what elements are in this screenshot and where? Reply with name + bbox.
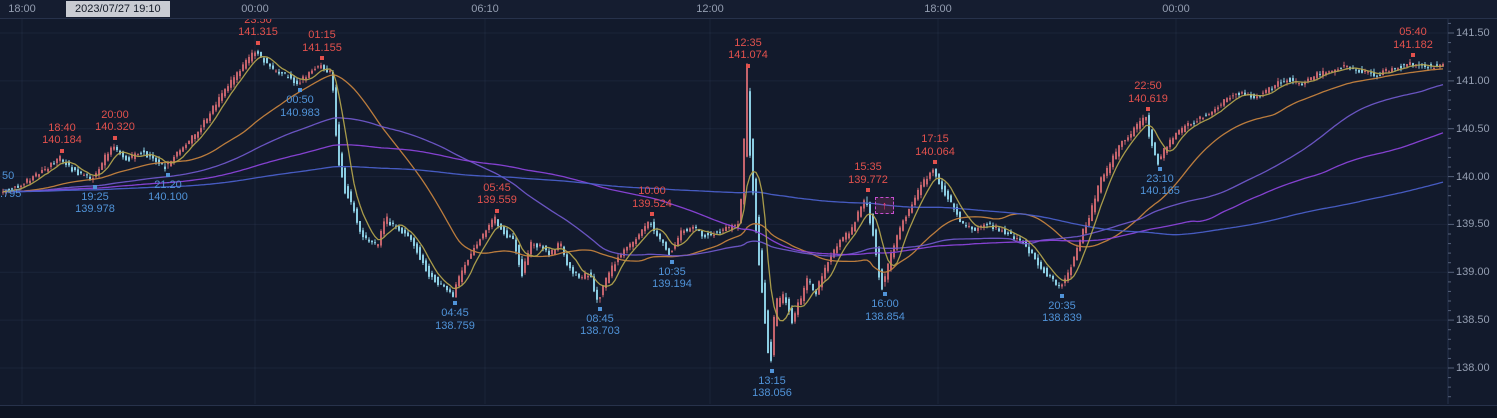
- ma-line-90: [3, 83, 1444, 257]
- buy-arrow-icon: ↑: [881, 199, 888, 212]
- ma-line-7: [2, 55, 1444, 322]
- timestamp-cursor-label: 2023/07/27 19:10: [66, 1, 170, 17]
- moving-average-layer: [2, 55, 1444, 322]
- time-axis-tick: 18:00: [924, 3, 952, 15]
- time-axis-tick: 12:00: [696, 3, 724, 15]
- order-entry-marker[interactable]: ↑: [875, 197, 894, 214]
- candles-layer: [2, 49, 1444, 363]
- time-axis[interactable]: 2023/07/27 19:10 18:00 00:00 06:10 12:00 18:…: [0, 0, 1497, 19]
- grid-layer: [0, 18, 1454, 404]
- ma-line-280: [3, 165, 1444, 236]
- time-axis-tick: 00:00: [241, 3, 269, 15]
- time-axis-tick: 18:00: [8, 3, 36, 15]
- time-axis-tick: 06:10: [471, 3, 499, 15]
- pane-divider[interactable]: [0, 405, 1497, 418]
- ma-line-42: [2, 68, 1444, 273]
- ma-line-150: [3, 132, 1444, 256]
- time-axis-tick: 00:00: [1162, 3, 1190, 15]
